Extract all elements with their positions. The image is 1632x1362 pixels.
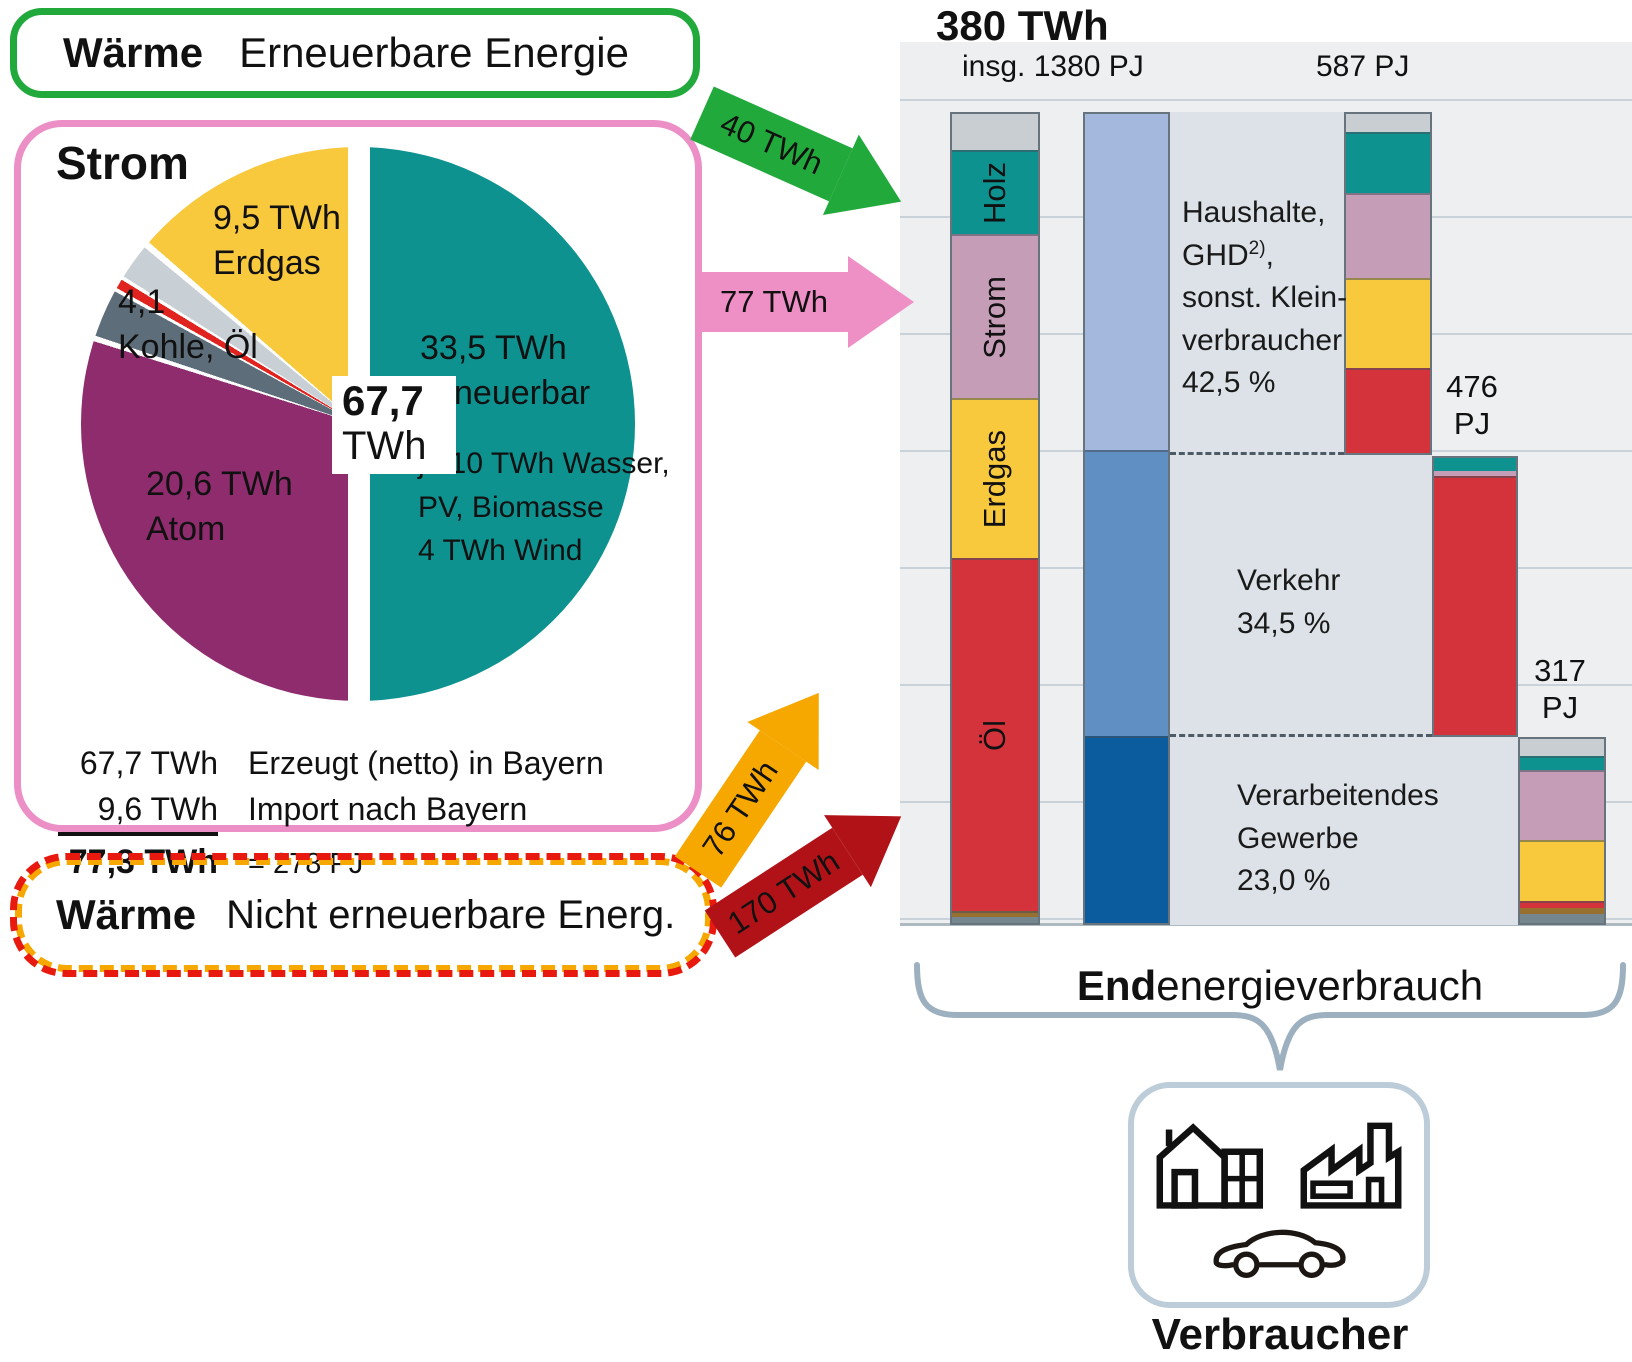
summary-label: Erzeugt (netto) in Bayern bbox=[248, 745, 604, 781]
box-waerme-erneuerbar: Wärme Erneuerbare Energie bbox=[10, 8, 700, 98]
fuel-label-erdgas: Erdgas bbox=[977, 429, 1012, 528]
factory-icon bbox=[1300, 1122, 1402, 1209]
segment bbox=[1346, 131, 1430, 194]
box-waerme-nicht-erneuerbar: Wärme Nicht erneuerbare Energ. bbox=[10, 853, 717, 977]
segment-sector-industry bbox=[1085, 735, 1168, 923]
box-ee-subtitle: Erneuerbare Energie bbox=[239, 29, 629, 76]
households-pj-label: 587 PJ bbox=[1316, 50, 1410, 83]
flow-arrow-green: 40 TWh bbox=[684, 73, 920, 242]
label-bold-part: End bbox=[1076, 962, 1157, 1009]
chart-total-pj: insg. 1380 PJ bbox=[962, 50, 1144, 83]
segment bbox=[1520, 770, 1604, 840]
segment bbox=[1520, 908, 1604, 915]
bar-households-fuels bbox=[1344, 112, 1432, 455]
summary-row-erzeugt: 67,7 TWh Erzeugt (netto) in Bayern bbox=[58, 742, 604, 784]
box-ee-title: Wärme bbox=[63, 29, 204, 76]
pie-label-erneuerbar-detail: je 10 TWh Wasser, PV, Biomasse 4 TWh Wind bbox=[418, 447, 670, 567]
house-icon bbox=[1156, 1123, 1264, 1209]
endenergieverbrauch-label: Endenergieverbrauch bbox=[1000, 962, 1560, 1010]
segment bbox=[1520, 914, 1604, 923]
transport-pj-label: 476 PJ bbox=[1446, 369, 1498, 442]
flow-panel-households bbox=[1170, 112, 1344, 455]
households-line4: verbraucher bbox=[1182, 323, 1343, 357]
box-nee-subtitle: Nicht erneuerbare Energ. bbox=[226, 892, 676, 937]
fuel-label-holz: Holz bbox=[977, 162, 1012, 225]
summary-value: 67,7 TWh bbox=[79, 745, 218, 781]
households-share: 42,5 % bbox=[1182, 366, 1276, 400]
pie-center-unit: TWh bbox=[342, 424, 427, 469]
sector-divider-dashed bbox=[1170, 734, 1432, 737]
segment-sector-transport bbox=[1085, 450, 1168, 736]
fuel-label-oel: Öl bbox=[977, 719, 1012, 751]
fuel-label-strom: Strom bbox=[977, 275, 1012, 359]
flow-arrow-pink: 77 TWh bbox=[700, 256, 914, 348]
pie-center-total: 67,7 TWh bbox=[332, 376, 456, 474]
arrow-label: 40 TWh bbox=[690, 86, 853, 202]
segment-strom: Strom bbox=[952, 234, 1038, 398]
segment-oel: Öl bbox=[952, 557, 1038, 912]
transport-line1: Verkehr bbox=[1237, 564, 1341, 597]
gridline bbox=[900, 99, 1632, 101]
brace-icon bbox=[914, 962, 1626, 1071]
summary-value: 9,6 TWh bbox=[58, 788, 218, 837]
pie-label-atom: 20,6 TWh Atom bbox=[146, 465, 293, 548]
segment bbox=[1346, 368, 1430, 453]
flow-panel-transport bbox=[1170, 455, 1432, 737]
section-text-transport: Verkehr 34,5 % bbox=[1237, 560, 1340, 645]
bar-industry-fuels bbox=[1518, 737, 1606, 925]
consumer-box bbox=[1128, 1082, 1430, 1308]
summary-row-import: 9,6 TWh Import nach Bayern bbox=[58, 788, 604, 837]
industry-share: 23,0 % bbox=[1237, 864, 1331, 898]
transport-share: 34,5 % bbox=[1237, 606, 1331, 640]
segment bbox=[1346, 114, 1430, 132]
strom-summary: 67,7 TWh Erzeugt (netto) in Bayern 9,6 T… bbox=[58, 742, 604, 889]
segment bbox=[1520, 755, 1604, 771]
bar-fuels-total: Holz Strom Erdgas Öl bbox=[950, 112, 1040, 925]
arrow-head-icon bbox=[848, 256, 914, 348]
flow-panel-industry bbox=[1170, 737, 1518, 925]
segment bbox=[1434, 470, 1516, 476]
strom-title: Strom bbox=[56, 137, 189, 189]
bar-sectors bbox=[1083, 112, 1170, 925]
segment-erdgas: Erdgas bbox=[952, 397, 1038, 558]
sector-divider-dashed bbox=[1170, 452, 1344, 455]
consumer-label: Verbraucher bbox=[1151, 1310, 1409, 1359]
label-rest-part: energieverbrauch bbox=[1156, 962, 1484, 1009]
households-line1: Haushalte, bbox=[1182, 196, 1326, 229]
industry-line2: Gewerbe bbox=[1237, 821, 1359, 855]
segment bbox=[1520, 739, 1604, 756]
households-line2: GHD2), bbox=[1182, 237, 1274, 272]
segment-other bbox=[952, 114, 1038, 150]
pie-center-value: 67,7 bbox=[342, 377, 424, 424]
segment bbox=[1434, 458, 1516, 471]
pie-label-kohle-oel: 4,1 Kohle, Öl bbox=[118, 283, 258, 366]
car-icon bbox=[1213, 1229, 1346, 1278]
section-text-industry: Verarbeitendes Gewerbe 23,0 % bbox=[1237, 775, 1439, 903]
industry-pj-label: 317 PJ bbox=[1534, 653, 1586, 726]
segment-sector-households bbox=[1085, 114, 1168, 451]
chart-total-twh: 380 TWh bbox=[936, 2, 1109, 49]
segment bbox=[1520, 839, 1604, 902]
summary-label: Import nach Bayern bbox=[248, 791, 528, 828]
segment-other-brown bbox=[952, 911, 1038, 918]
section-text-households: Haushalte, GHD2), sonst. Klein- verbrauc… bbox=[1182, 192, 1347, 405]
bar-transport-fuels bbox=[1432, 456, 1518, 737]
box-nee-title: Wärme bbox=[56, 891, 197, 938]
pie-label-erdgas: 9,5 TWh Erdgas bbox=[213, 199, 341, 282]
segment bbox=[1520, 901, 1604, 909]
industry-line1: Verarbeitendes bbox=[1237, 779, 1439, 812]
segment-holz: Holz bbox=[952, 149, 1038, 235]
households-line3: sonst. Klein- bbox=[1182, 281, 1348, 315]
segment bbox=[1434, 475, 1516, 735]
segment bbox=[1346, 278, 1430, 368]
segment bbox=[1346, 193, 1430, 279]
segment-other-slate bbox=[952, 917, 1038, 923]
arrow-label: 77 TWh bbox=[700, 272, 848, 332]
